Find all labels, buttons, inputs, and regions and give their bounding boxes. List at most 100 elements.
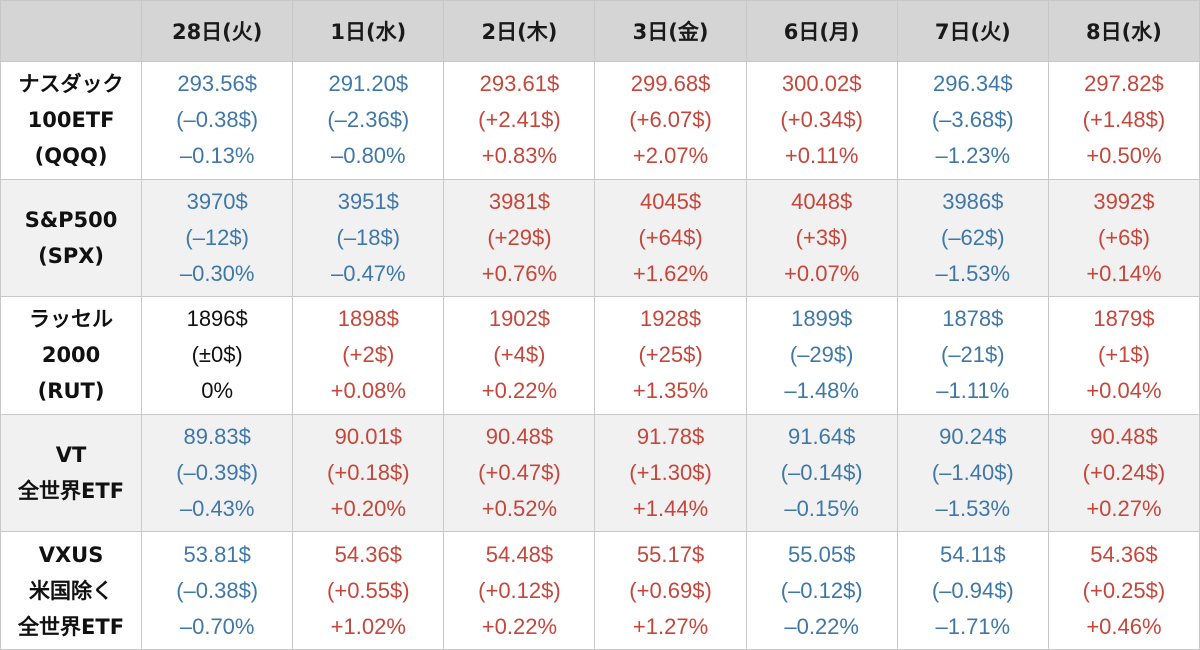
price-value: 4045$ <box>639 188 702 214</box>
percent-change: +0.83% <box>481 143 558 169</box>
row-label-line: S&P500 <box>24 207 118 232</box>
price-cell: 3986$ (–62$) –1.53% <box>896 178 1049 298</box>
price-cell: 54.11$ (–0.94$) –1.71% <box>896 531 1049 650</box>
percent-change: –1.53% <box>935 496 1011 522</box>
price-value: 90.01$ <box>334 424 402 450</box>
percent-change: –0.30% <box>179 260 255 286</box>
percent-change: +0.27% <box>1086 496 1162 522</box>
price-cell: 3992$ (+6$) +0.14% <box>1047 178 1200 298</box>
column-header-day: 28日(火) <box>141 0 294 62</box>
price-change: (–18$) <box>336 224 401 250</box>
price-change: (–62$) <box>941 224 1005 250</box>
table-row: S&P500 (SPX) 3970$ (–12$) –0.30% 3951$ (–18$) –… <box>0 178 1200 298</box>
percent-change: –1.23% <box>935 143 1011 169</box>
percent-change: +0.46% <box>1086 613 1162 639</box>
percent-change: –0.15% <box>784 496 859 522</box>
header-row: 28日(火) 1日(水) 2日(木) 3日(金) 6日(月) 7日(火) 8日(… <box>0 0 1200 62</box>
percent-change: +0.52% <box>481 496 558 522</box>
price-cell: 300.02$ (+0.34$) +0.11% <box>745 61 898 180</box>
price-cell: 90.48$ (+0.24$) +0.27% <box>1047 413 1200 533</box>
price-value: 3986$ <box>942 188 1004 214</box>
percent-change: +1.27% <box>632 613 709 639</box>
price-change: (±0$) <box>191 342 243 368</box>
price-value: 54.36$ <box>1090 541 1158 567</box>
price-change: (+1$) <box>1097 342 1150 368</box>
row-label-line: 全世界ETF <box>18 614 125 639</box>
price-cell: 90.24$ (–1.40$) –1.53% <box>896 413 1049 533</box>
price-value: 91.64$ <box>788 424 856 450</box>
price-value: 1878$ <box>942 306 1004 332</box>
percent-change: +0.14% <box>1086 260 1162 286</box>
price-cell: 4045$ (+64$) +1.62% <box>594 178 747 298</box>
percent-change: –0.70% <box>179 613 255 639</box>
price-change: (+29$) <box>487 224 552 250</box>
price-value: 293.61$ <box>479 71 560 97</box>
price-cell: 89.83$ (–0.39$) –0.43% <box>141 413 294 533</box>
percent-change: +0.08% <box>330 378 406 404</box>
price-value: 91.78$ <box>636 424 705 450</box>
price-change: (+6.07$) <box>629 107 712 133</box>
price-cell: 54.36$ (+0.55$) +1.02% <box>292 531 445 650</box>
price-value: 90.48$ <box>1090 424 1158 450</box>
price-value: 54.11$ <box>939 541 1006 567</box>
column-header-day: 1日(水) <box>292 0 445 62</box>
price-value: 90.48$ <box>485 424 554 450</box>
percent-change: +0.04% <box>1086 378 1162 404</box>
price-value: 55.05$ <box>788 541 856 567</box>
price-change: (–0.38$) <box>176 107 259 133</box>
percent-change: +0.07% <box>784 260 860 286</box>
price-change: (+1.48$) <box>1082 107 1166 133</box>
price-cell: 291.20$ (–2.36$) –0.80% <box>292 61 445 180</box>
row-label-line: ナスダック <box>18 72 124 97</box>
price-cell: 1899$ (–29$) –1.48% <box>745 296 898 415</box>
percent-change: –1.11% <box>936 378 1010 404</box>
price-change: (–1.40$) <box>931 460 1014 486</box>
percent-change: –1.48% <box>784 378 859 404</box>
price-value: 1902$ <box>488 306 551 332</box>
price-change: (–0.94$) <box>931 577 1014 603</box>
price-value: 297.82$ <box>1084 71 1164 97</box>
price-change: (–0.14$) <box>780 460 863 486</box>
percent-change: +0.50% <box>1086 143 1162 169</box>
percent-change: –0.80% <box>330 143 406 169</box>
percent-change: +2.07% <box>632 143 709 169</box>
price-cell: 90.48$ (+0.47$) +0.52% <box>443 413 596 533</box>
price-value: 53.81$ <box>183 541 251 567</box>
price-change: (+0.25$) <box>1082 577 1166 603</box>
price-value: 3981$ <box>488 188 551 214</box>
row-label-line: 2000 <box>41 343 101 368</box>
price-change: (–2.36$) <box>327 107 410 133</box>
percent-change: +0.22% <box>481 378 558 404</box>
price-change: (+64$) <box>638 224 703 250</box>
percent-change: +0.20% <box>330 496 406 522</box>
price-cell: 296.34$ (–3.68$) –1.23% <box>896 61 1049 180</box>
price-cell: 3951$ (–18$) –0.47% <box>292 178 445 298</box>
row-label: S&P500 (SPX) <box>0 178 143 298</box>
price-change: (+0.55$) <box>327 577 410 603</box>
price-cell: 54.36$ (+0.25$) +0.46% <box>1047 531 1200 650</box>
price-value: 1928$ <box>639 306 702 332</box>
price-change: (+0.47$) <box>478 460 561 486</box>
price-change: (+1.30$) <box>629 460 712 486</box>
row-label-line: (SPX) <box>38 243 104 268</box>
price-value: 4048$ <box>791 188 853 214</box>
price-change: (+4$) <box>493 342 546 368</box>
percent-change: +0.22% <box>481 613 558 639</box>
price-change: (–0.38$) <box>176 577 259 603</box>
price-value: 3992$ <box>1093 188 1155 214</box>
row-label: VXUS 米国除く 全世界ETF <box>0 531 143 650</box>
price-cell: 1878$ (–21$) –1.11% <box>896 296 1049 415</box>
price-value: 299.68$ <box>630 71 711 97</box>
price-change: (+25$) <box>638 342 703 368</box>
table-row: VXUS 米国除く 全世界ETF 53.81$ (–0.38$) –0.70% 54.36$… <box>0 531 1200 650</box>
percent-change: –1.71% <box>935 613 1011 639</box>
price-change: (–12$) <box>185 224 249 250</box>
price-cell: 1898$ (+2$) +0.08% <box>292 296 445 415</box>
price-value: 296.34$ <box>933 71 1013 97</box>
table-row: VT 全世界ETF 89.83$ (–0.39$) –0.43% 90.01$ (+0.18… <box>0 413 1200 533</box>
price-value: 291.20$ <box>328 71 409 97</box>
price-value: 3951$ <box>337 188 399 214</box>
row-label-line: VT <box>55 443 87 468</box>
price-change: (+3$) <box>795 224 848 250</box>
